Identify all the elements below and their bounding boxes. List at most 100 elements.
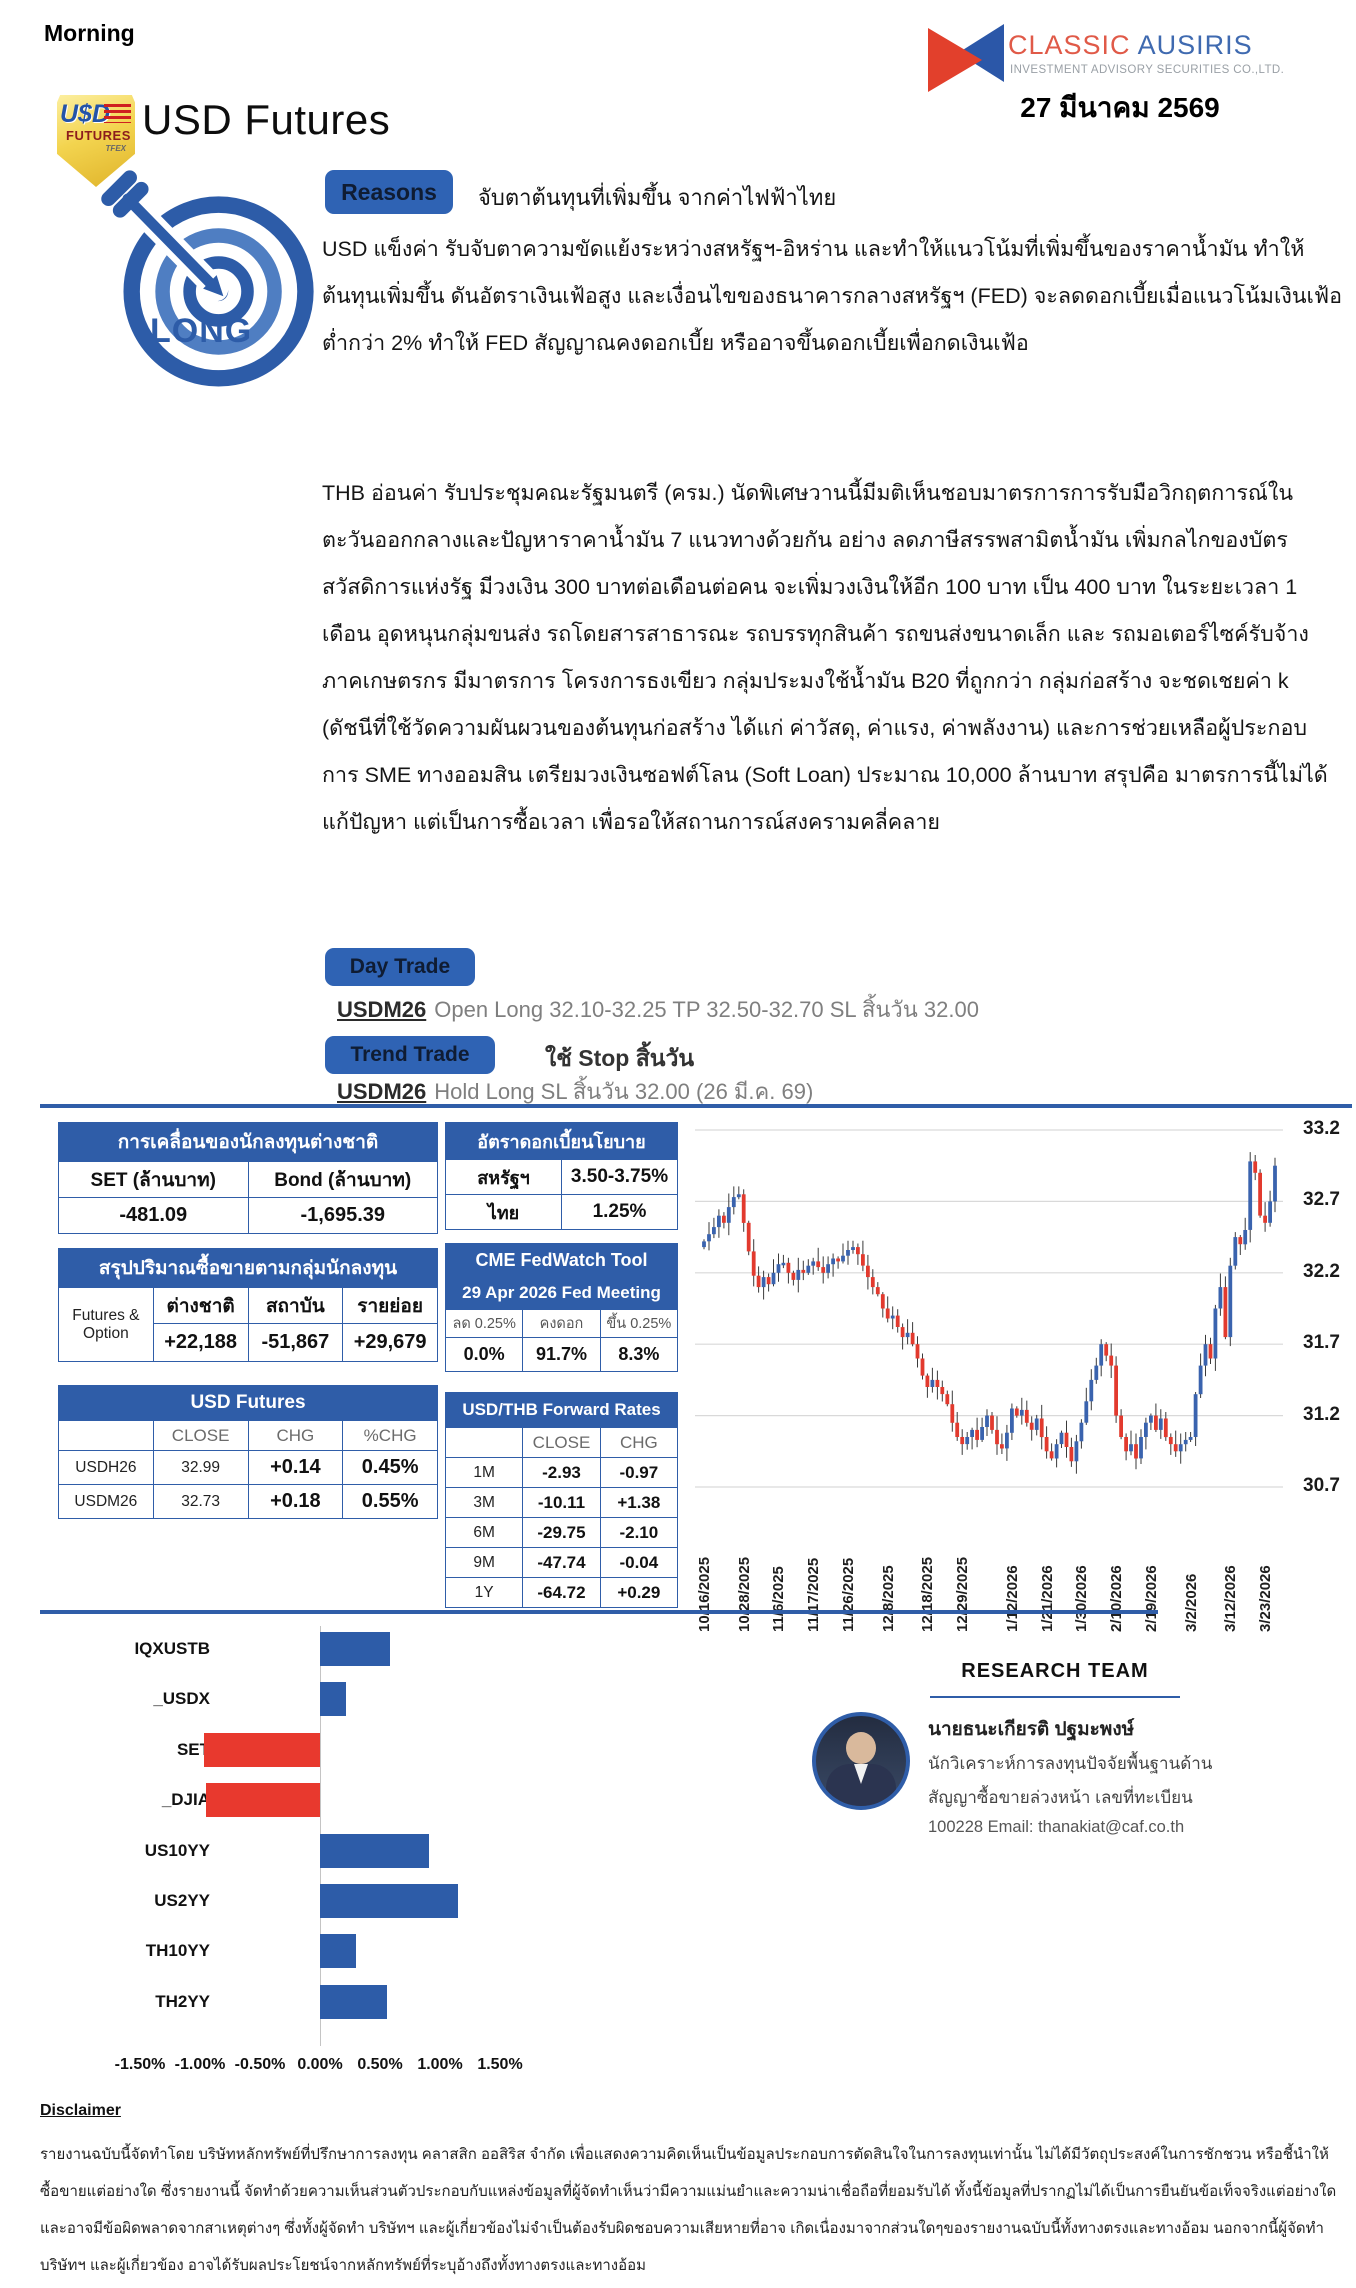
row-label: 3M: [444, 1487, 524, 1518]
candle-x-tick-label: 1/12/2026: [1004, 1565, 1021, 1632]
table-cell: +0.14: [247, 1450, 344, 1485]
brand-subtitle: INVESTMENT ADVISORY SECURITIES CO.,LTD.: [1010, 64, 1285, 76]
table-cell: 3.50-3.75%: [561, 1159, 678, 1195]
candle-y-tick-label: 33.2: [1303, 1118, 1340, 1139]
candle-x-tick-label: 11/17/2025: [805, 1557, 822, 1632]
bar-category-label: US10YY: [144, 1841, 210, 1860]
column-header: [444, 1427, 524, 1458]
bar: [320, 1985, 387, 2019]
table-cell: -0.04: [599, 1547, 679, 1578]
candle-y-tick-label: 32.7: [1303, 1189, 1340, 1210]
table-cell: +29,679: [342, 1323, 438, 1362]
trend-trade-badge: Trend Trade: [325, 1036, 495, 1074]
bar-x-tick-label: -1.50%: [114, 2056, 166, 2073]
table-cell: 0.55%: [342, 1484, 438, 1519]
bar-category-label: _DJIA: [161, 1790, 210, 1809]
table-cell: -64.72: [522, 1577, 601, 1608]
table-cell: 8.3%: [599, 1337, 679, 1372]
column-header: SET (ล้านบาท): [58, 1161, 249, 1198]
report-date: 27 มีนาคม 2569: [1020, 92, 1220, 123]
brand-name-ausiris: AUSIRIS: [1137, 30, 1253, 60]
table-cell: +22,188: [152, 1323, 249, 1362]
table-row: 3M -10.11 +1.38: [444, 1487, 679, 1518]
table-title: การเคลื่อนของนักลงทุนต่างชาติ: [58, 1122, 438, 1162]
table-cell: -2.93: [522, 1457, 601, 1488]
table-cell: -1,695.39: [247, 1197, 438, 1234]
table-title: สรุปปริมาณซื้อขายตามกลุ่มนักลงทุน: [58, 1248, 438, 1288]
bar-x-tick-label: -1.00%: [174, 2056, 226, 2073]
bar-x-tick-label: 1.50%: [477, 2056, 523, 2073]
row-label: สหรัฐฯ: [445, 1159, 562, 1195]
stance-label: LONG: [150, 312, 253, 350]
row-label: 1Y: [444, 1577, 524, 1608]
brand-name-classic: CLASSIC: [1008, 30, 1131, 60]
candle-x-tick-label: 3/23/2026: [1257, 1565, 1274, 1632]
candle-y-tick-label: 31.2: [1303, 1404, 1340, 1425]
trend-trade-note: ใช้ Stop สิ้นวัน: [545, 1045, 695, 1071]
row-label-line2: Option: [83, 1324, 129, 1342]
policy-rate-table: อัตราดอกเบี้ยนโยบาย สหรัฐฯ 3.50-3.75% ไท…: [445, 1122, 678, 1230]
table-cell: -10.11: [522, 1487, 601, 1518]
table-cell: -481.09: [58, 1197, 249, 1234]
table-cell: 32.99: [152, 1450, 249, 1485]
table-row: USDM26 32.73 +0.18 0.55%: [58, 1484, 438, 1519]
column-header: CHG: [599, 1427, 679, 1458]
table-title: อัตราดอกเบี้ยนโยบาย: [445, 1122, 678, 1160]
table-cell: 0.0%: [444, 1337, 524, 1372]
table-cell: USDM26: [58, 1484, 154, 1519]
row-label: ไทย: [445, 1194, 562, 1230]
candle-x-tick-label: 10/28/2025: [736, 1556, 753, 1632]
table-title: USD/THB Forward Rates: [445, 1392, 678, 1428]
column-header: [58, 1420, 154, 1451]
foreign-flow-table: การเคลื่อนของนักลงทุนต่างชาติ SET (ล้านบ…: [58, 1122, 438, 1234]
day-trade-line: USDM26 Open Long 32.10-32.25 TP 32.50-32.…: [337, 992, 979, 1027]
column-header: ขึ้น 0.25%: [599, 1309, 679, 1338]
fedwatch-table: CME FedWatch Tool 29 Apr 2026 Fed Meetin…: [444, 1243, 679, 1372]
table-cell: -47.74: [522, 1547, 601, 1578]
usd-futures-table: USD Futures CLOSE CHG %CHG USDH26 32.99 …: [58, 1385, 438, 1519]
table-cell: -29.75: [522, 1517, 601, 1548]
candle-x-tick-label: 3/2/2026: [1183, 1573, 1200, 1632]
table-cell: 32.73: [152, 1484, 249, 1519]
column-header: %CHG: [342, 1420, 438, 1451]
research-team-title: RESEARCH TEAM: [961, 1660, 1149, 1682]
bar-category-label: US2YY: [154, 1891, 210, 1910]
table-cell: -0.97: [599, 1457, 679, 1488]
bar: [320, 1934, 356, 1968]
bar: [320, 1834, 429, 1868]
table-row: 9M -47.74 -0.04: [444, 1547, 679, 1578]
column-header: ลด 0.25%: [444, 1309, 524, 1338]
candle-x-tick-label: 2/19/2026: [1143, 1565, 1160, 1632]
badge-futures-text: FUTURES: [66, 128, 131, 143]
badge-usd-text: U$D: [60, 100, 111, 128]
candle-x-tick-label: 1/30/2026: [1073, 1565, 1090, 1632]
candle-x-tick-label: 12/18/2025: [919, 1556, 936, 1632]
table-row: 1M -2.93 -0.97: [444, 1457, 679, 1488]
table-row: ไทย 1.25%: [445, 1194, 678, 1230]
column-header: รายย่อย: [342, 1287, 438, 1324]
company-logo-icon: [928, 24, 1004, 92]
column-header: CHG: [247, 1420, 344, 1451]
column-header: สถาบัน: [247, 1287, 344, 1324]
row-label: 1M: [444, 1457, 524, 1488]
bar: [204, 1733, 320, 1767]
bar-x-tick-label: 0.00%: [297, 2056, 343, 2073]
bar: [320, 1632, 390, 1666]
candle-y-tick-label: 32.2: [1303, 1261, 1340, 1282]
analyst-contact: 100228 Email: thanakiat@caf.co.th: [928, 1818, 1185, 1836]
bar: [206, 1783, 320, 1817]
table-cell: USDH26: [58, 1450, 154, 1485]
analysis-paragraph-thb: THB อ่อนค่า รับประชุมคณะรัฐมนตรี (ครม.) …: [322, 481, 1328, 834]
reasons-headline: จับตาต้นทุนที่เพิ่มขึ้น จากค่าไฟฟ้าไทย: [478, 185, 837, 210]
column-header: CLOSE: [152, 1420, 249, 1451]
column-header: คงดอก: [522, 1309, 601, 1338]
candle-x-tick-label: 2/10/2026: [1108, 1565, 1125, 1632]
row-label-line1: Futures &: [72, 1306, 140, 1324]
section-divider-bottom: [40, 1610, 1158, 1614]
analyst-photo-face: [846, 1732, 876, 1764]
analyst-role-line1: นักวิเคราะห์การลงทุนปัจจัยพื้นฐานด้าน: [928, 1754, 1213, 1773]
badge-tfex-text: TFEX: [105, 144, 126, 153]
bar-category-label: IQXUSTB: [134, 1639, 210, 1658]
candle-x-tick-label: 3/12/2026: [1222, 1565, 1239, 1632]
